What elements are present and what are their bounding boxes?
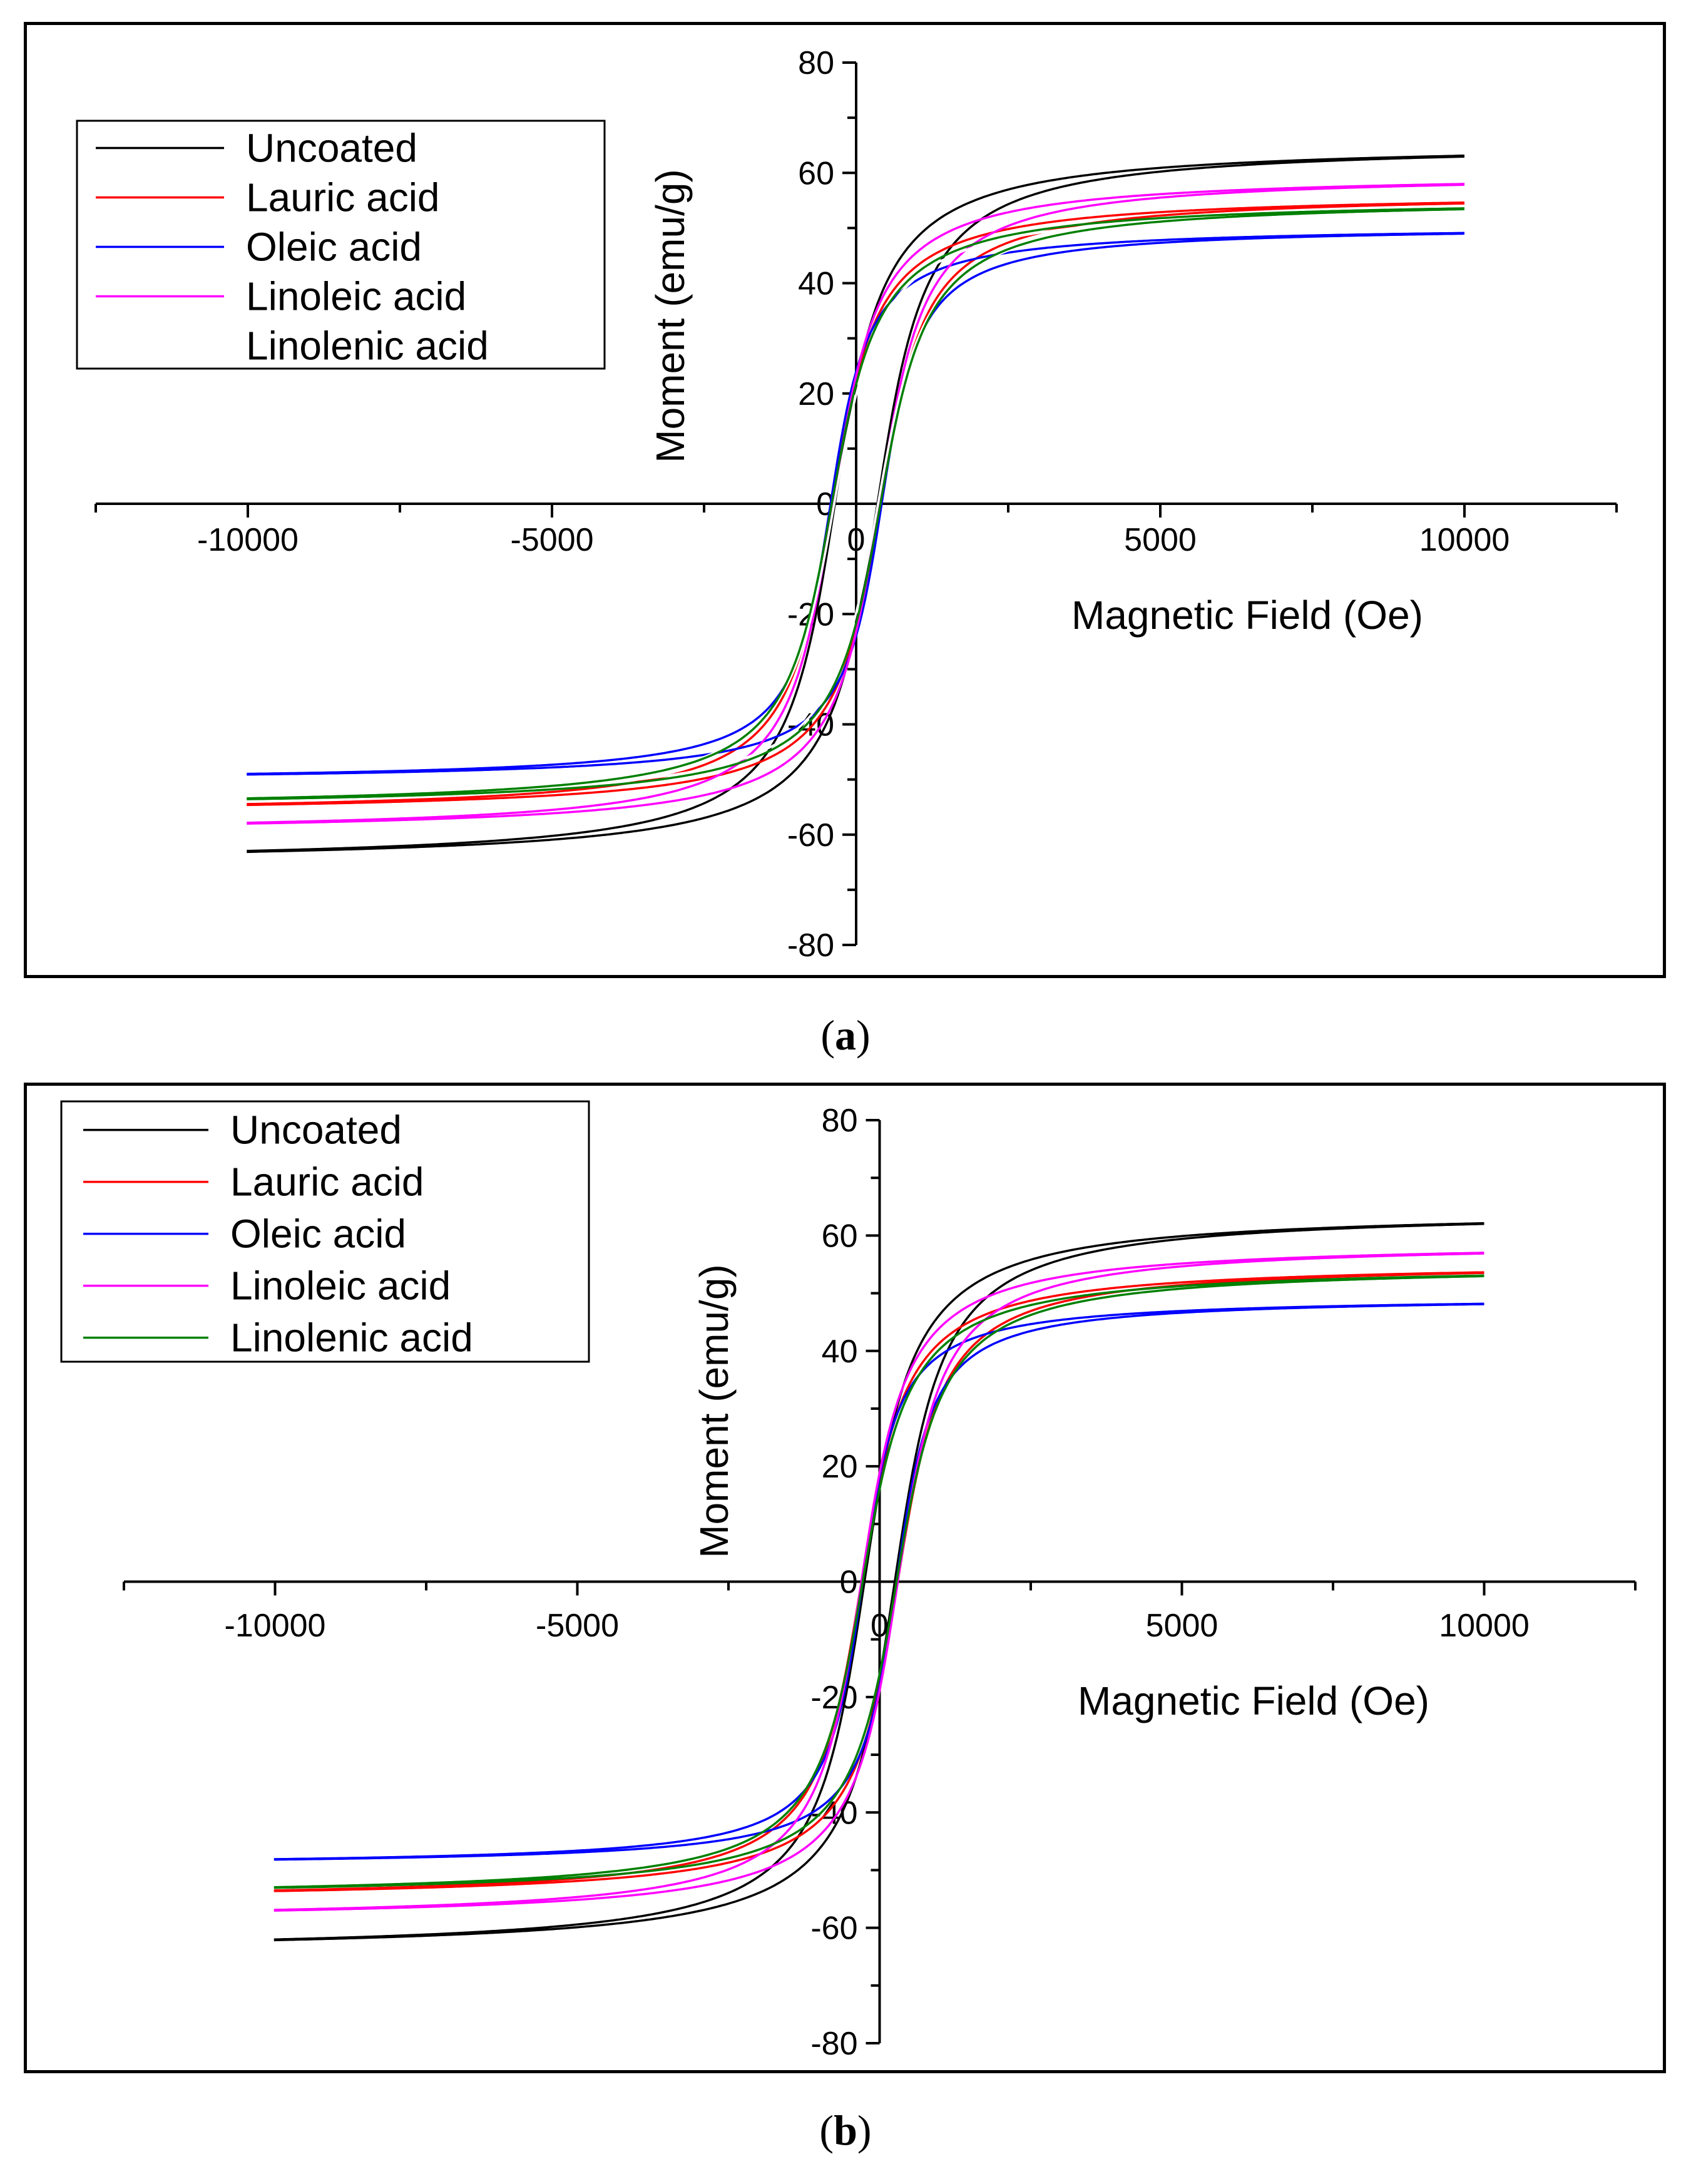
chart-b-legend-label: Lauric acid <box>230 1160 424 1205</box>
chart-b-legend-label: Linolenic acid <box>230 1315 473 1360</box>
chart-a-y-tick-label: -40 <box>787 707 834 743</box>
chart-a-x-tick-label: 5000 <box>1124 522 1197 558</box>
chart-b-y-tick-label: -80 <box>810 2026 857 2062</box>
chart-b-legend-label: Linoleic acid <box>230 1263 451 1309</box>
chart-a-series-line-uncoated <box>247 154 1465 854</box>
chart-b-x-tick-label: -5000 <box>536 1608 619 1644</box>
chart-a-legend-label: Linoleic acid <box>246 273 466 319</box>
chart-a-series-line-linoleic-acid <box>247 183 1465 825</box>
chart-b-legend-label: Uncoated <box>230 1108 402 1153</box>
chart-b-x-tick-label: 5000 <box>1146 1608 1218 1644</box>
chart-b-series-line-linolenic-acid <box>273 1274 1484 1889</box>
chart-a-y-tick-label: 80 <box>798 45 834 81</box>
chart-a-legend-label: Linolenic acid <box>246 323 489 368</box>
chart-b-series-line-uncoated <box>273 1222 1484 1942</box>
chart-b-x-tick-label: 10000 <box>1439 1608 1530 1644</box>
chart-b-y-tick-label: -40 <box>810 1795 857 1831</box>
chart-a-series-line-unlabeled <box>247 207 1465 800</box>
chart-a-y-tick-label: 60 <box>798 155 834 191</box>
chart-b-y-tick-label: 40 <box>822 1334 858 1370</box>
caption-b: (b) <box>819 2106 872 2154</box>
chart-b-y-axis-title: Moment (emu/g) <box>692 1264 737 1558</box>
chart-a-x-tick-label: -5000 <box>511 522 594 558</box>
chart-a-legend-label: Lauric acid <box>246 175 440 220</box>
chart-a-y-tick-label: -80 <box>787 927 834 964</box>
chart-b-series-line-linoleic-acid <box>273 1252 1484 1912</box>
chart-b-y-tick-label: -60 <box>810 1911 857 1947</box>
chart-a-series-line-oleic-acid <box>247 232 1465 776</box>
chart-b-series-line-lauric-acid <box>273 1271 1484 1892</box>
chart-a-legend-box <box>76 120 606 370</box>
chart-a-x-tick-label: -10000 <box>197 522 299 558</box>
chart-b-y-tick-label: 0 <box>840 1564 858 1601</box>
chart-a-y-tick-label: 20 <box>798 376 834 412</box>
chart-panel-b: -10000 -5000 0 5000 10000 -80 -60 -40 -20 0 20 40 60… <box>24 1083 1666 2073</box>
chart-a-y-tick-label: -60 <box>787 817 834 854</box>
chart-a-legend-label: Uncoated <box>246 125 417 170</box>
chart-b-legend-box <box>60 1100 590 1363</box>
chart-panel-a: -10000 -5000 0 5000 10000 -80 -60 -40 -20 0 20 40 60… <box>24 22 1666 978</box>
chart-b-svg: -10000 -5000 0 5000 10000-80-60-40-200204060… <box>60 1100 1637 2062</box>
chart-a-svg: -10000 -5000 0 5000 10000-80-60-40-200204060… <box>76 45 1618 964</box>
chart-b-y-tick-label: -20 <box>810 1680 857 1716</box>
chart-a-series-line-lauric-acid <box>247 201 1465 807</box>
chart-b-legend: Uncoated Lauric acid Oleic acid Linoleic ac… <box>60 1100 590 1363</box>
chart-a-legend-label: Oleic acid <box>246 224 422 269</box>
chart-a-x-tick-label: 10000 <box>1419 522 1510 558</box>
chart-a-series-line-linolenic-acid <box>247 210 1465 798</box>
chart-b-y-tick-label: 60 <box>822 1218 858 1254</box>
chart-a-y-tick-label: 40 <box>798 266 834 302</box>
chart-a-y-axis-title: Moment (emu/g) <box>648 169 693 462</box>
chart-a-x-tick-label: 0 <box>847 522 866 558</box>
chart-b-x-axis-title: Magnetic Field (Oe) <box>1078 1678 1429 1723</box>
caption-a: (a) <box>820 1011 871 1059</box>
chart-b-y-tick-label: 20 <box>822 1449 858 1485</box>
chart-a-x-axis-title: Magnetic Field (Oe) <box>1071 593 1423 638</box>
chart-b-y-tick-label: 80 <box>822 1103 858 1139</box>
chart-b-legend-label: Oleic acid <box>230 1212 406 1257</box>
chart-b-series-line-oleic-acid <box>273 1302 1484 1861</box>
chart-b-x-tick-label: -10000 <box>225 1608 326 1644</box>
